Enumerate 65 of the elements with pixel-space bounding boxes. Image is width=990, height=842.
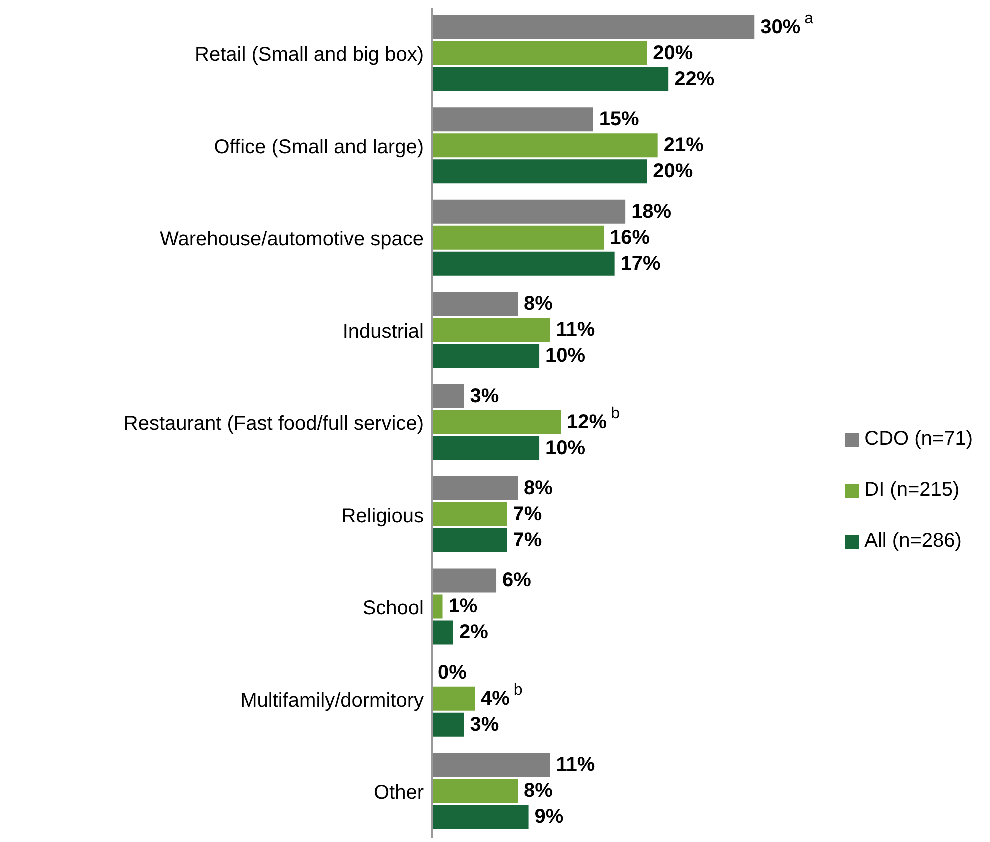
bar (432, 292, 518, 316)
bar (432, 108, 594, 132)
y-tick-label: Industrial (342, 320, 424, 343)
bar (432, 160, 648, 184)
bar (432, 568, 497, 593)
data-label: 21% (664, 134, 704, 157)
data-label: 12%$^{b}$ (567, 405, 620, 434)
bar (432, 476, 518, 500)
data-label: 0% (438, 662, 468, 684)
bar (432, 134, 658, 158)
bar (432, 502, 508, 526)
data-label: 7% (513, 529, 542, 552)
legend-label: CDO (n=71) (864, 428, 973, 451)
legend-label: DI (n=215) (864, 479, 961, 502)
data-label: 11% (556, 754, 596, 776)
bar (432, 686, 476, 711)
data-label: 8% (524, 780, 554, 802)
data-label: 15% (599, 108, 640, 131)
bar (432, 436, 540, 460)
data-label: 2% (460, 622, 489, 644)
bar (432, 318, 550, 342)
bar (432, 805, 529, 830)
bar (432, 410, 562, 434)
bar (432, 252, 615, 276)
y-tick-label: Other (374, 782, 424, 804)
data-label: 18% (632, 200, 672, 223)
data-label: 20% (653, 42, 694, 64)
data-label: 16% (610, 226, 650, 249)
data-label: 10% (546, 345, 586, 368)
y-tick-label: Restaurant (Fast food/full service) (124, 413, 424, 436)
y-tick-label: School (362, 598, 424, 620)
y-tick-label: Religious (342, 505, 424, 528)
bar (432, 528, 508, 552)
data-label: 1% (448, 596, 478, 618)
data-label: 7% (513, 503, 542, 526)
y-tick-label: Multifamily/dormitory (240, 690, 424, 712)
bar (432, 200, 626, 224)
bar (432, 712, 464, 737)
bar (432, 753, 550, 778)
y-tick-label: Office (Small and large) (214, 136, 424, 158)
bar (432, 226, 604, 250)
data-label: 11% (556, 319, 596, 342)
bar (432, 41, 648, 66)
data-label: 30%$^{a}$ (760, 10, 814, 38)
bar (432, 620, 454, 645)
data-label: 8% (524, 477, 554, 500)
data-label: 8% (524, 293, 554, 316)
bar (432, 67, 669, 92)
data-label: 3% (470, 385, 500, 408)
y-tick-label: Retail (Small and big box) (195, 44, 424, 66)
bar (432, 344, 540, 368)
data-label: 9% (534, 806, 564, 828)
legend-label: All (n=286) (864, 530, 963, 553)
bar (432, 384, 464, 408)
bar (432, 779, 518, 804)
data-label: 22% (674, 68, 715, 90)
data-label: 10% (546, 437, 586, 460)
data-label: 17% (620, 252, 662, 275)
data-label: 6% (502, 570, 532, 592)
data-label: 4%$^{b}$ (481, 682, 523, 710)
bar (432, 594, 443, 619)
data-label: 3% (470, 714, 500, 736)
y-tick-label: Warehouse/automotive space (160, 228, 424, 251)
bar (432, 15, 755, 40)
data-label: 20% (653, 160, 694, 183)
